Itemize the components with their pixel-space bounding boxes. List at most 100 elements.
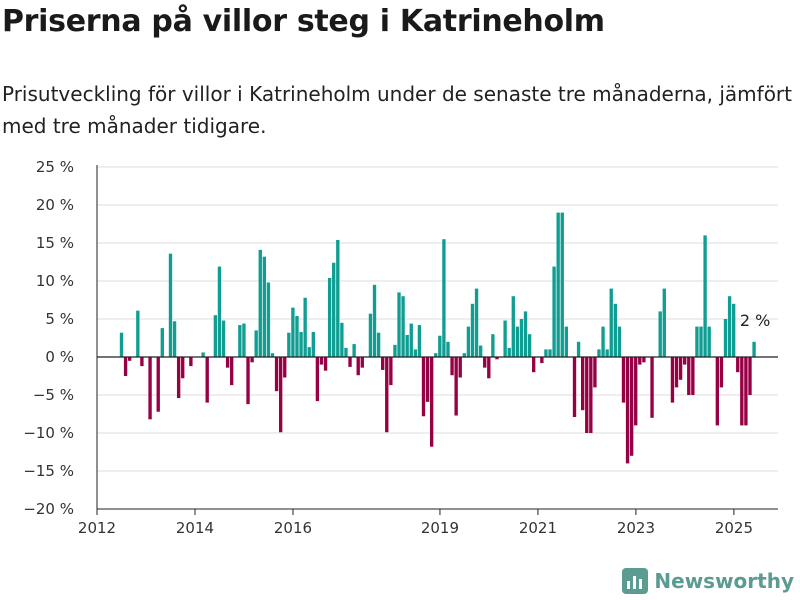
bar [511,296,515,357]
axis-layer: −20 % −15 % −10 % −5 % 0 % 5 % 10 % 15 % 20 % 25 … [23,158,778,535]
bar [242,323,246,357]
bar [576,341,581,357]
x-tick-label: 2025 [715,519,753,535]
y-tick-label: −5 % [33,386,74,404]
bar [372,284,377,357]
bar [670,357,675,403]
bar [299,331,303,357]
bar [446,341,450,357]
bar-layer [119,212,756,464]
y-tick-label: 5 % [45,310,74,328]
bar [699,326,703,357]
bar [168,253,173,357]
bar [336,239,340,357]
bar [385,357,389,433]
bar [417,325,422,357]
bar [564,326,569,357]
bar [246,357,250,405]
bar [148,357,152,420]
bar [262,256,267,357]
bar [715,357,720,426]
y-tick-label: 25 % [36,158,74,176]
bar-chart-logo-icon [622,568,649,594]
bar [691,357,695,395]
bar [225,357,230,368]
bar [540,357,544,364]
bar [291,307,295,357]
bar [527,334,532,357]
bar [572,357,577,418]
y-tick-label: −20 % [23,500,74,518]
bar [160,328,164,357]
bar [597,349,601,357]
bar [140,357,144,367]
x-tick-label: 2021 [519,519,557,535]
bar [401,296,405,357]
bar [172,321,177,357]
bar [507,347,511,357]
bar [593,357,597,388]
bar [621,357,626,403]
bar [176,357,181,399]
bar [238,325,242,357]
bar [740,357,744,426]
bar [678,357,683,380]
bar [605,349,609,357]
bar [634,357,638,426]
bar [466,326,471,357]
bar [438,335,442,357]
bar [454,357,458,416]
bar [376,332,381,357]
bar [270,353,275,357]
bar [601,326,605,357]
bar [429,357,434,447]
bar [319,357,324,365]
y-tick-label: 20 % [36,196,74,214]
bar [356,357,360,376]
bar [552,266,556,357]
x-tick-label: 2016 [274,519,312,535]
bar-chart: −20 % −15 % −10 % −5 % 0 % 5 % 10 % 15 % 20 % 25 … [23,158,778,535]
bar [495,357,499,360]
bar [360,357,364,368]
brand-logo: Newsworthy [622,568,794,594]
bar [274,357,279,392]
bar [217,266,222,357]
bar [748,357,752,395]
bar [119,332,124,357]
bar [303,297,307,357]
bar [703,235,707,357]
bar [393,344,397,357]
bar [609,288,613,357]
bar [434,353,438,357]
bar [405,334,409,357]
x-tick-label: 2012 [78,519,116,535]
bar [731,303,736,357]
bar [650,357,654,418]
bar [560,212,564,357]
bar [744,357,748,426]
bar [352,344,356,357]
y-tick-label: 10 % [36,272,74,290]
bar [340,322,344,357]
bar [585,357,589,433]
bar [683,357,687,365]
grid-layer [97,166,778,510]
bar [450,357,454,376]
bar [327,277,332,357]
bar [474,288,479,357]
bar [258,249,262,357]
bar [613,303,617,357]
bar [491,334,495,357]
bar [478,345,483,357]
bar [409,323,413,357]
bar [503,320,507,357]
bar [580,357,585,411]
bar [544,349,548,357]
y-tick-label: 0 % [45,348,74,366]
y-tick-label: 15 % [36,234,74,252]
page-subtitle: Prisutveckling för villor i Katrineholm … [2,82,792,138]
bar [283,357,287,378]
bar [201,352,205,357]
x-tick-label: 2014 [176,519,214,535]
